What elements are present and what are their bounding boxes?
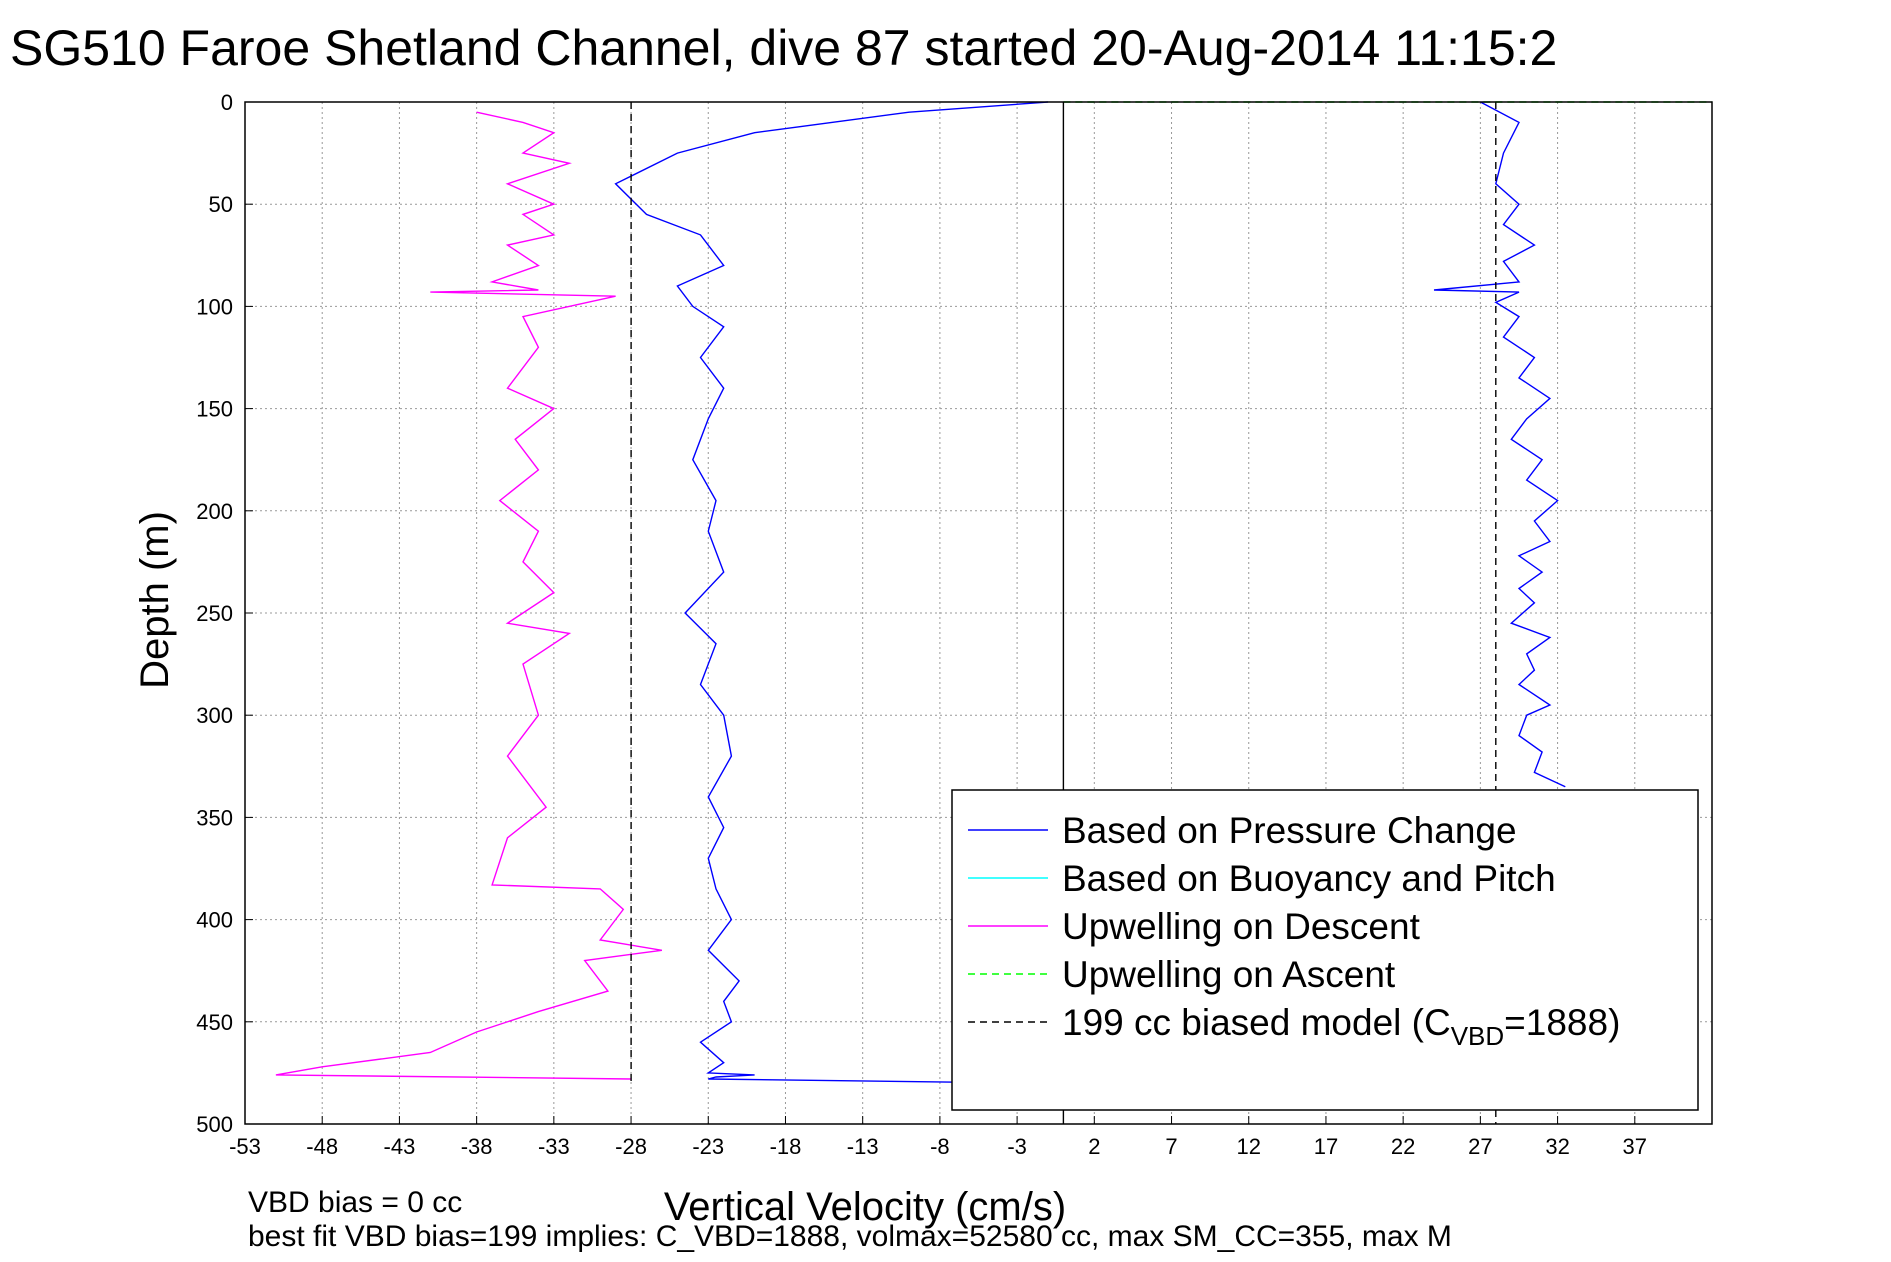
legend-label: Upwelling on Ascent: [1062, 954, 1396, 995]
legend-label: Upwelling on Descent: [1062, 906, 1421, 947]
legend-label: Based on Buoyancy and Pitch: [1062, 858, 1556, 899]
x-tick-label: 2: [1088, 1134, 1100, 1159]
x-tick-label: -18: [770, 1134, 802, 1159]
x-tick-label: 37: [1623, 1134, 1647, 1159]
y-tick-label: 0: [221, 90, 233, 115]
x-tick-label: -33: [538, 1134, 570, 1159]
series-line: [614, 101, 1049, 1084]
x-tick-label: 17: [1314, 1134, 1338, 1159]
legend-label: 199 cc biased model (CVBD=1888): [1062, 1002, 1620, 1051]
y-tick-label: 150: [196, 397, 233, 422]
x-axis-label: Vertical Velocity (cm/s): [664, 1185, 1066, 1229]
x-tick-label: -43: [384, 1134, 416, 1159]
x-tick-label: -13: [847, 1134, 879, 1159]
y-tick-label: 300: [196, 703, 233, 728]
chart-title: SG510 Faroe Shetland Channel, dive 87 st…: [10, 20, 1557, 76]
y-tick-label: 350: [196, 805, 233, 830]
vbd-bias-note: VBD bias = 0 cc: [248, 1186, 462, 1219]
x-tick-label: -53: [229, 1134, 261, 1159]
y-tick-label: 400: [196, 908, 233, 933]
plot-frame: [244, 101, 1713, 1125]
legend-box: [951, 789, 1699, 1111]
x-tick-label: 22: [1391, 1134, 1415, 1159]
y-tick-label: 100: [196, 294, 233, 319]
x-tick-label: -8: [930, 1134, 950, 1159]
y-tick-label: 200: [196, 499, 233, 524]
y-tick-labels: 0 50 100 150 200 250 300 350 400 450 500: [196, 90, 233, 1137]
y-tick-label: 50: [209, 192, 233, 217]
series-line: [1433, 101, 1566, 788]
legend: Based on Pressure Change Based on Buoyanc…: [951, 789, 1699, 1111]
x-tick-label: -38: [461, 1134, 493, 1159]
x-tick-label: -3: [1007, 1134, 1027, 1159]
series-line: [275, 111, 663, 1080]
legend-label: Based on Pressure Change: [1062, 810, 1517, 851]
y-axis-label: Depth (m): [133, 511, 177, 689]
x-tick-label: 12: [1236, 1134, 1260, 1159]
y-tick-label: 450: [196, 1010, 233, 1035]
x-tick-labels: -53 -48 -43 -38 -33 -28 -23 -18 -13 -8 -3 2 7 12 17 22 2…: [229, 1134, 1647, 1159]
x-tick-label: -28: [615, 1134, 647, 1159]
y-tick-label: 500: [196, 1112, 233, 1137]
y-tick-label: 250: [196, 601, 233, 626]
x-tick-label: 7: [1165, 1134, 1177, 1159]
x-tick-label: -48: [306, 1134, 338, 1159]
x-tick-label: 32: [1545, 1134, 1569, 1159]
best-fit-note: best fit VBD bias=199 implies: C_VBD=188…: [248, 1220, 1452, 1253]
x-tick-label: 27: [1468, 1134, 1492, 1159]
x-tick-label: -23: [692, 1134, 724, 1159]
